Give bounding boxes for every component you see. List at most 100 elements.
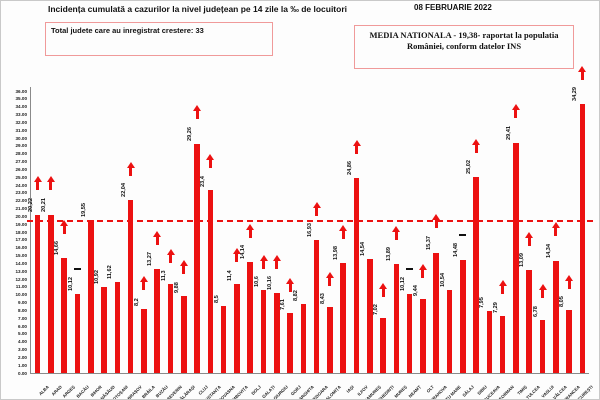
- stagnation-dash-icon: [459, 234, 467, 237]
- bar: [553, 260, 559, 373]
- bar-value-label: 10,6: [253, 276, 260, 287]
- y-axis-tick-label: 27.00: [15, 159, 28, 164]
- arrow-head: [286, 277, 295, 284]
- bar-value-label: 13,98: [333, 246, 340, 261]
- arrow-stem: [567, 280, 571, 289]
- bar: [340, 263, 346, 373]
- bar: [74, 293, 81, 373]
- increase-arrow-icon: [206, 154, 215, 169]
- bar: [181, 295, 187, 373]
- bar-value-label: 14,48: [452, 242, 459, 257]
- bar-value-label: 19,55: [80, 202, 87, 217]
- arrow-head: [33, 176, 42, 183]
- bar-value-label: 25,02: [466, 160, 473, 174]
- bar: [101, 287, 107, 373]
- arrow-stem: [49, 182, 53, 191]
- arrow-head: [312, 201, 321, 208]
- bar-value-label: 16,93: [306, 223, 313, 238]
- bar-value-label: 7,95: [479, 296, 486, 308]
- increase-arrow-icon: [578, 65, 587, 80]
- arrow-head: [392, 225, 401, 232]
- national-average-text-line1: MEDIA NATIONALA - 19,38- raportat la pop…: [369, 30, 559, 40]
- bar-value-label: 10,54: [439, 273, 446, 288]
- y-axis-tick-label: 11.00: [15, 284, 27, 290]
- bar: [327, 306, 333, 373]
- y-axis-tick-label: 31.00: [15, 127, 28, 133]
- y-axis-tick-label: 28.00: [15, 151, 28, 157]
- bar: [579, 104, 586, 373]
- increase-arrow-icon: [352, 139, 361, 154]
- bar: [141, 308, 147, 373]
- bar-value-label: 11,4: [226, 270, 233, 281]
- arrow-head: [126, 161, 135, 168]
- arrow-stem: [195, 111, 199, 120]
- increase-arrow-icon: [312, 201, 321, 216]
- bar-value-label: 9,44: [412, 285, 419, 297]
- increase-arrow-icon: [432, 214, 441, 229]
- increase-arrow-icon: [498, 280, 507, 295]
- bar-value-label: 11,3: [160, 270, 167, 282]
- increase-arrow-icon: [551, 222, 560, 237]
- arrow-head: [525, 231, 534, 238]
- arrow-stem: [208, 160, 212, 169]
- arrow-stem: [527, 237, 531, 246]
- bar-value-label: 13,89: [386, 247, 393, 262]
- y-axis-tick-label: 10.00: [15, 292, 28, 298]
- bar-value-label: 20,22: [27, 197, 34, 212]
- y-axis-tick-label: 16.00: [15, 245, 28, 251]
- arrow-stem: [288, 283, 292, 292]
- bar: [460, 259, 466, 373]
- growth-total-text: Total judete care au inregistrat crester…: [51, 26, 204, 35]
- y-axis-tick-label: 0.00: [18, 370, 27, 376]
- bar: [234, 283, 240, 373]
- national-average-box: MEDIA NATIONALA - 19,38- raportat la pop…: [354, 25, 574, 69]
- bar: [446, 290, 453, 373]
- arrow-head: [259, 254, 268, 261]
- bar-value-label: 6,78: [532, 305, 539, 317]
- y-axis-tick-label: 14.00: [15, 260, 28, 266]
- y-axis-tick-label: 12.00: [15, 276, 28, 282]
- increase-arrow-icon: [379, 282, 388, 297]
- bar: [287, 313, 293, 373]
- bar: [499, 315, 506, 373]
- report-date: 08 FEBRUARIE 2022: [414, 3, 492, 12]
- y-axis-tick-label: 33.00: [15, 112, 28, 117]
- bar-value-label: 14,66: [54, 241, 61, 256]
- y-axis-tick-label: 3.00: [18, 347, 27, 352]
- y-axis-tick-label: 32.00: [15, 119, 28, 125]
- bar-value-label: 14,34: [545, 243, 552, 258]
- arrow-head: [565, 274, 574, 281]
- y-axis-tick-label: 22.00: [15, 198, 28, 204]
- arrow-stem: [275, 260, 279, 269]
- increase-arrow-icon: [139, 276, 148, 291]
- y-axis-tick-label: 6.00: [18, 323, 27, 329]
- chart-title: Incidența cumulată a cazurilor la nivel …: [48, 4, 348, 14]
- arrow-head: [352, 139, 361, 146]
- stagnation-dash-icon: [74, 268, 81, 271]
- bar: [167, 284, 174, 373]
- increase-arrow-icon: [511, 104, 520, 119]
- bar-value-label: 7,02: [373, 304, 380, 315]
- arrow-stem: [36, 182, 40, 191]
- y-axis-tick-label: 25.00: [15, 174, 28, 180]
- y-axis-tick-label: 30.00: [15, 135, 28, 141]
- bar: [380, 318, 386, 373]
- bar: [48, 214, 54, 373]
- bar: [433, 252, 439, 373]
- increase-arrow-icon: [525, 231, 534, 246]
- y-axis-tick-label: 7.00: [18, 315, 27, 321]
- bar-value-label: 13,27: [147, 252, 154, 267]
- arrow-stem: [514, 110, 518, 119]
- arrow-head: [246, 223, 255, 230]
- bar-value-label: 14,54: [359, 242, 366, 257]
- y-axis-tick-label: 19.00: [15, 221, 28, 227]
- x-axis-line: [30, 373, 589, 374]
- y-axis-tick-label: 29.00: [15, 143, 28, 149]
- arrow-head: [153, 230, 162, 237]
- bar: [473, 177, 479, 373]
- bar: [420, 299, 426, 373]
- stagnation-dash-icon: [406, 268, 414, 271]
- arrow-stem: [474, 144, 478, 153]
- y-axis-tick-label: 36.00: [15, 88, 28, 94]
- arrow-stem: [501, 286, 505, 295]
